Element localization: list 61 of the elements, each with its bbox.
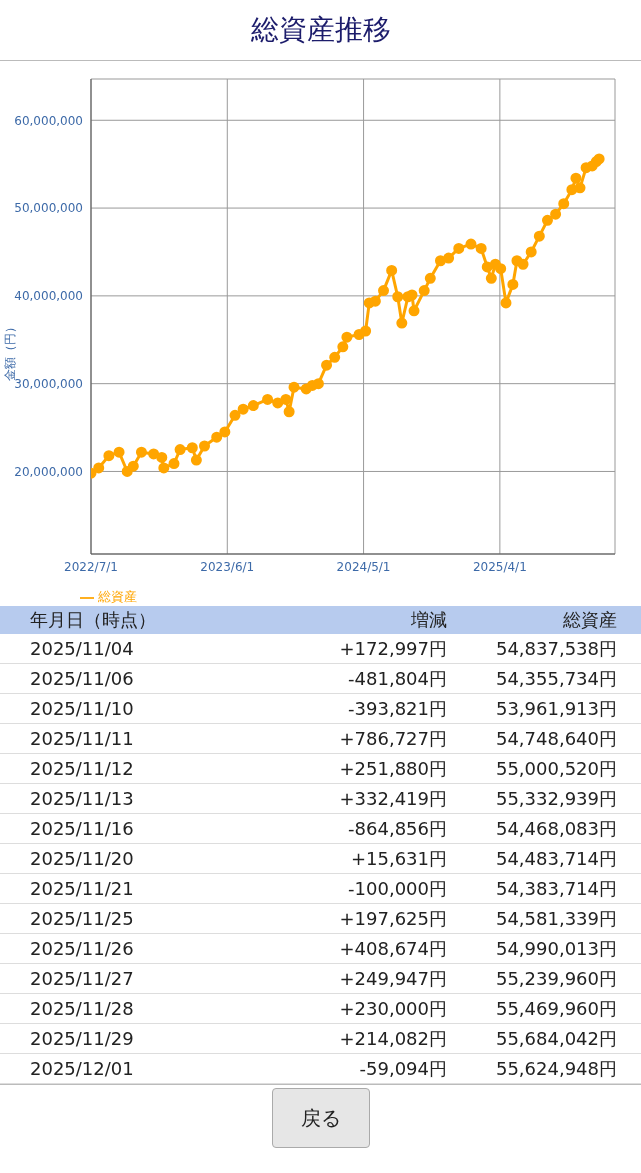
x-tick-label: 2024/5/1 xyxy=(336,559,391,574)
text: 54,837,538円 xyxy=(494,636,617,661)
text: 2025/12/01 xyxy=(29,1058,135,1079)
text: 2025/11/11 xyxy=(29,728,135,749)
text: +197,625円 xyxy=(338,906,447,931)
y-tick-label: 20,000,000 xyxy=(14,464,83,479)
legend-label: 総資産 xyxy=(98,589,137,604)
y-axis-title: 金額（円） xyxy=(1,320,17,380)
chart-title: 総資産推移 xyxy=(0,0,641,61)
text: 2025/11/04 xyxy=(29,638,135,659)
y-tick-label: 30,000,000 xyxy=(14,376,83,391)
text: +332,419円 xyxy=(338,786,447,811)
text: +230,000円 xyxy=(338,996,447,1021)
text: 55,239,960円 xyxy=(494,966,617,991)
text: +249,947円 xyxy=(338,966,447,991)
y-tick-label: 50,000,000 xyxy=(14,201,83,216)
text: -393,821円 xyxy=(347,696,447,721)
text: 2025/11/21 xyxy=(29,878,135,899)
text: -100,000円 xyxy=(347,876,447,901)
text: 55,332,939円 xyxy=(494,786,617,811)
text: +251,880円 xyxy=(338,756,447,781)
text: -864,856円 xyxy=(347,816,447,841)
text: 54,355,734円 xyxy=(494,666,617,691)
text: 54,483,714円 xyxy=(494,846,617,871)
text: 55,469,960円 xyxy=(494,996,617,1021)
text: 53,961,913円 xyxy=(494,696,617,721)
text: +408,674円 xyxy=(338,936,447,961)
text: 2025/11/06 xyxy=(29,668,135,689)
text: 54,468,083円 xyxy=(494,816,617,841)
text: 2025/11/13 xyxy=(29,788,135,809)
text: 54,383,714円 xyxy=(494,876,617,901)
text: 55,684,042円 xyxy=(494,1026,617,1051)
text: 2025/11/12 xyxy=(29,758,135,779)
text: 55,000,520円 xyxy=(494,756,617,781)
text: 戻る xyxy=(271,1088,370,1148)
text: 年月日（時点） xyxy=(29,608,157,632)
text: 増減 xyxy=(410,608,447,632)
y-tick-label: 40,000,000 xyxy=(14,289,83,304)
text: -59,094円 xyxy=(358,1056,447,1081)
text: +786,727円 xyxy=(338,726,447,751)
text: 2025/11/29 xyxy=(29,1028,135,1049)
text: +214,082円 xyxy=(338,1026,447,1051)
text: 54,748,640円 xyxy=(494,726,617,751)
text: 54,581,339円 xyxy=(494,906,617,931)
text: 総資産 xyxy=(562,608,617,632)
text: 2025/11/20 xyxy=(29,848,135,869)
text: 55,624,948円 xyxy=(494,1056,617,1081)
x-tick-label: 2023/6/1 xyxy=(200,559,255,574)
text: 2025/11/26 xyxy=(29,938,135,959)
text: -481,804円 xyxy=(347,666,447,691)
text: 2025/11/25 xyxy=(29,908,135,929)
text: 2025/11/27 xyxy=(29,968,135,989)
x-tick-label: 2022/7/1 xyxy=(64,559,118,574)
text: 2025/11/28 xyxy=(29,998,135,1019)
y-tick-label: 60,000,000 xyxy=(14,113,83,128)
text: 2025/11/10 xyxy=(29,698,135,719)
text: 54,990,013円 xyxy=(494,936,617,961)
text: +172,997円 xyxy=(338,636,447,661)
x-tick-label: 2025/4/1 xyxy=(472,559,527,574)
text: +15,631円 xyxy=(349,846,447,871)
text: 2025/11/16 xyxy=(29,818,135,839)
